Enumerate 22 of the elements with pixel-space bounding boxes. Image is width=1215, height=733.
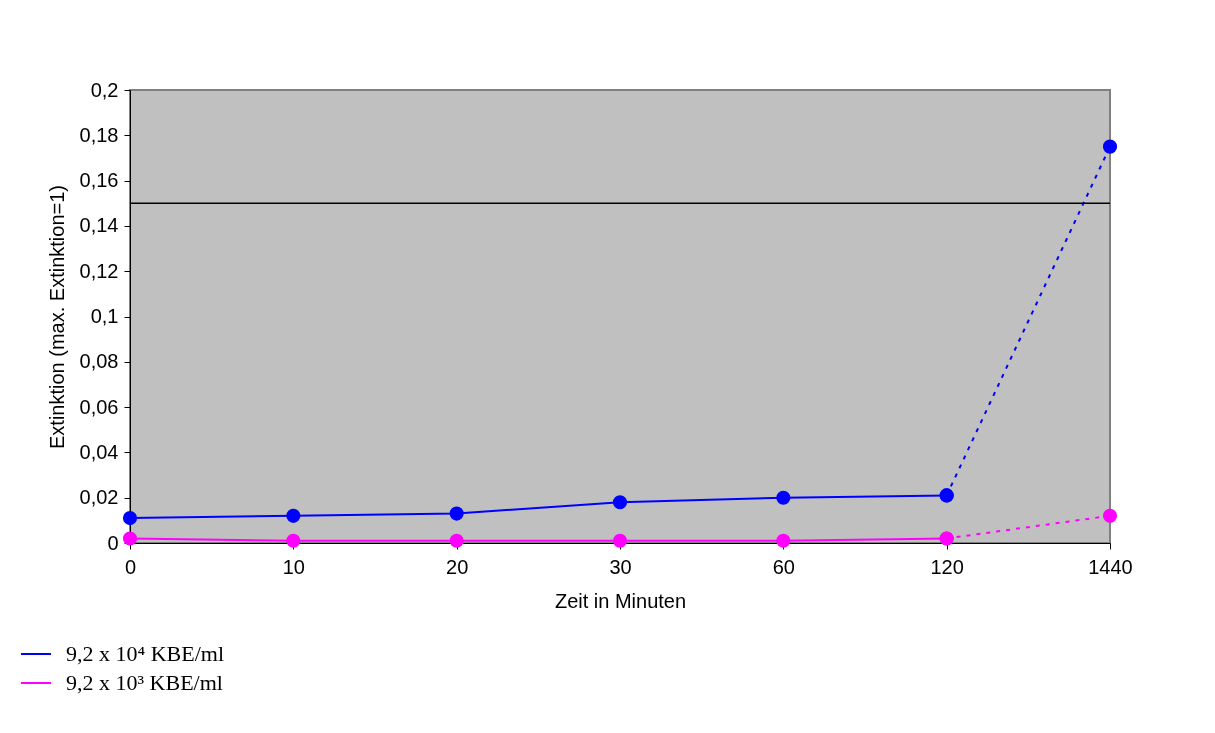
y-tick-label: 0,04 — [79, 440, 119, 463]
legend-label: 9,2 x 10³ KBE/ml — [66, 670, 223, 695]
x-tick-label: 120 — [930, 555, 964, 578]
x-axis-title: Zeit in Minuten — [554, 589, 687, 612]
y-tick-label: 0 — [107, 531, 119, 554]
y-tick-label: 0,12 — [79, 259, 119, 282]
y-tick-label: 0,2 — [90, 78, 119, 101]
x-tick-label: 0 — [124, 555, 137, 578]
legend-label: 9,2 x 10⁴ KBE/ml — [66, 641, 225, 666]
y-tick-label: 0,1 — [90, 305, 119, 327]
x-tick-label: 10 — [282, 555, 305, 578]
y-axis-title: Extinktion (max. Extinktion=1) — [45, 185, 68, 449]
y-tick-label: 0,16 — [79, 169, 119, 192]
y-tick-label: 0,08 — [79, 350, 119, 373]
x-tick-label: 1440 — [1088, 555, 1133, 578]
x-tick-label: 20 — [446, 555, 469, 578]
y-tick-label: 0,18 — [79, 123, 119, 146]
y-tick-label: 0,06 — [79, 395, 119, 418]
y-tick-label: 0,02 — [79, 486, 119, 509]
x-tick-label: 30 — [609, 555, 632, 578]
y-tick-label: 0,14 — [79, 214, 119, 237]
x-tick-label: 60 — [772, 555, 795, 578]
